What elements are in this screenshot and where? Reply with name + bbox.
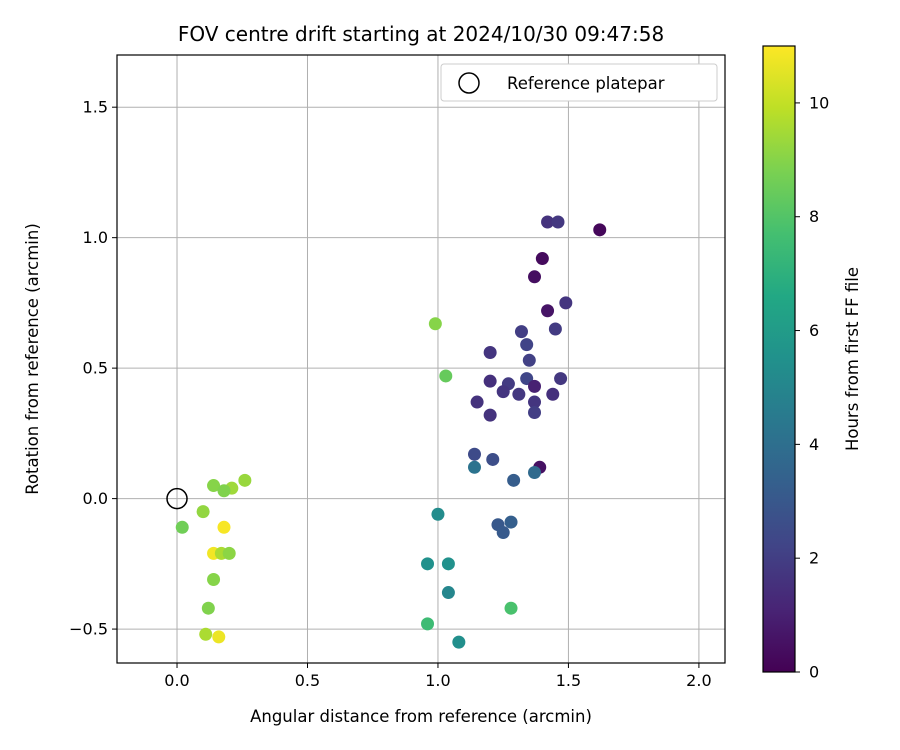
data-point bbox=[496, 526, 510, 540]
x-axis-ticks: 0.0 0.5 1.0 1.5 2.0 bbox=[164, 663, 712, 690]
colorbar-label: Hours from first FF file bbox=[843, 267, 862, 451]
x-axis-label: Angular distance from reference (arcmin) bbox=[250, 707, 592, 726]
data-point bbox=[441, 557, 455, 571]
data-point bbox=[486, 452, 500, 466]
data-point bbox=[421, 617, 435, 631]
x-tick-label: 2.0 bbox=[686, 671, 711, 690]
data-point bbox=[528, 466, 542, 480]
data-point bbox=[207, 572, 221, 586]
data-point bbox=[217, 520, 231, 534]
y-tick-label: 0.5 bbox=[83, 359, 108, 378]
data-point bbox=[548, 322, 562, 336]
data-point bbox=[421, 557, 435, 571]
data-point bbox=[207, 479, 221, 493]
data-point bbox=[507, 473, 521, 487]
data-points bbox=[175, 215, 607, 649]
data-point bbox=[535, 252, 549, 266]
legend: Reference platepar bbox=[440, 63, 718, 102]
data-point bbox=[483, 374, 497, 388]
data-point bbox=[554, 372, 568, 386]
colorbar-ticks: 0 2 4 6 8 10 bbox=[795, 93, 829, 682]
x-tick-label: 1.5 bbox=[556, 671, 581, 690]
x-tick-label: 0.5 bbox=[295, 671, 320, 690]
colorbar-tick-label: 0 bbox=[809, 663, 819, 682]
data-point bbox=[201, 601, 215, 615]
x-tick-label: 1.0 bbox=[425, 671, 450, 690]
plot-area-frame bbox=[116, 54, 726, 664]
legend-entry-reference-platepar: Reference platepar bbox=[507, 74, 665, 93]
data-point bbox=[467, 460, 481, 474]
data-point bbox=[546, 387, 560, 401]
data-point bbox=[441, 586, 455, 600]
data-point bbox=[238, 473, 252, 487]
data-point bbox=[559, 296, 573, 310]
grid-lines bbox=[117, 55, 725, 663]
y-tick-label: −0.5 bbox=[69, 620, 108, 639]
data-point bbox=[528, 379, 542, 393]
y-tick-label: 1.5 bbox=[83, 98, 108, 117]
data-point bbox=[470, 395, 484, 409]
data-point bbox=[467, 447, 481, 461]
colorbar-gradient bbox=[762, 45, 796, 673]
y-tick-label: 0.0 bbox=[83, 489, 108, 508]
data-point bbox=[593, 223, 607, 237]
data-point bbox=[496, 385, 510, 399]
y-axis-ticks: −0.5 0.0 0.5 1.0 1.5 bbox=[69, 98, 117, 639]
legend-marker-open-circle-icon bbox=[458, 72, 480, 94]
data-point bbox=[520, 338, 534, 352]
data-point bbox=[504, 601, 518, 615]
data-point bbox=[551, 215, 565, 229]
data-point bbox=[196, 505, 210, 519]
data-point bbox=[222, 546, 236, 560]
data-point bbox=[541, 215, 555, 229]
legend-box bbox=[440, 63, 718, 102]
data-point bbox=[212, 630, 226, 644]
colorbar-tick-label: 4 bbox=[809, 435, 819, 454]
data-point bbox=[452, 635, 466, 649]
data-point bbox=[199, 627, 213, 641]
data-point bbox=[528, 395, 542, 409]
y-axis-label: Rotation from reference (arcmin) bbox=[23, 223, 42, 495]
reference-marker bbox=[166, 487, 188, 510]
x-tick-label: 0.0 bbox=[164, 671, 189, 690]
data-point bbox=[522, 353, 536, 367]
data-point bbox=[528, 405, 542, 419]
data-point bbox=[175, 520, 189, 534]
data-point bbox=[431, 507, 445, 521]
colorbar-tick-label: 8 bbox=[809, 207, 819, 226]
colorbar: 0 2 4 6 8 10 Hours from first FF file bbox=[762, 45, 862, 682]
colorbar-tick-label: 10 bbox=[809, 93, 829, 112]
data-point bbox=[428, 317, 442, 331]
colorbar-tick-label: 2 bbox=[809, 549, 819, 568]
data-point bbox=[439, 369, 453, 383]
data-point bbox=[217, 484, 231, 498]
data-point bbox=[504, 515, 518, 529]
data-point bbox=[483, 345, 497, 359]
data-point bbox=[528, 270, 542, 284]
data-point bbox=[541, 304, 555, 318]
data-point bbox=[514, 325, 528, 339]
reference-platepar-point bbox=[166, 487, 188, 510]
chart-title: FOV centre drift starting at 2024/10/30 … bbox=[178, 22, 664, 46]
data-point bbox=[512, 387, 526, 401]
data-point bbox=[483, 408, 497, 422]
colorbar-tick-label: 6 bbox=[809, 321, 819, 340]
y-tick-label: 1.0 bbox=[83, 228, 108, 247]
